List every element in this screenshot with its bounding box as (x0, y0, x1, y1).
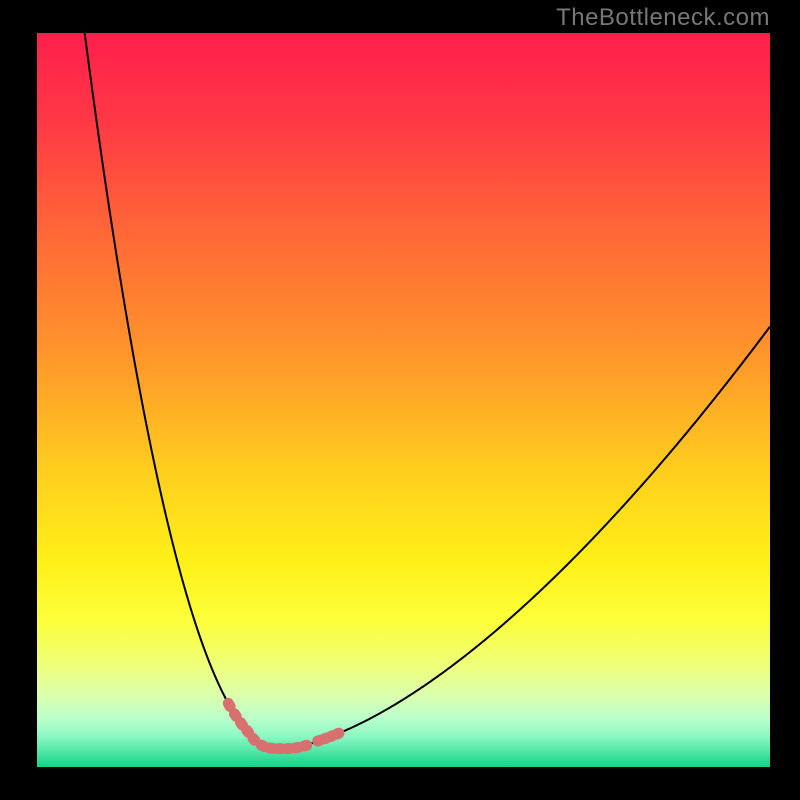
left-cluster-dash (253, 738, 255, 740)
left-cluster-dash (247, 730, 249, 732)
valley-cluster-dash (304, 745, 307, 746)
watermark-text: TheBottleneck.com (556, 4, 770, 32)
left-cluster-dash (234, 714, 236, 717)
gradient-plot-area (37, 33, 770, 767)
left-cluster-dash (241, 723, 243, 725)
left-cluster-dash (228, 703, 230, 706)
bottleneck-chart (0, 0, 800, 800)
right-cluster-dash (337, 733, 339, 734)
valley-cluster-dash (261, 745, 264, 746)
